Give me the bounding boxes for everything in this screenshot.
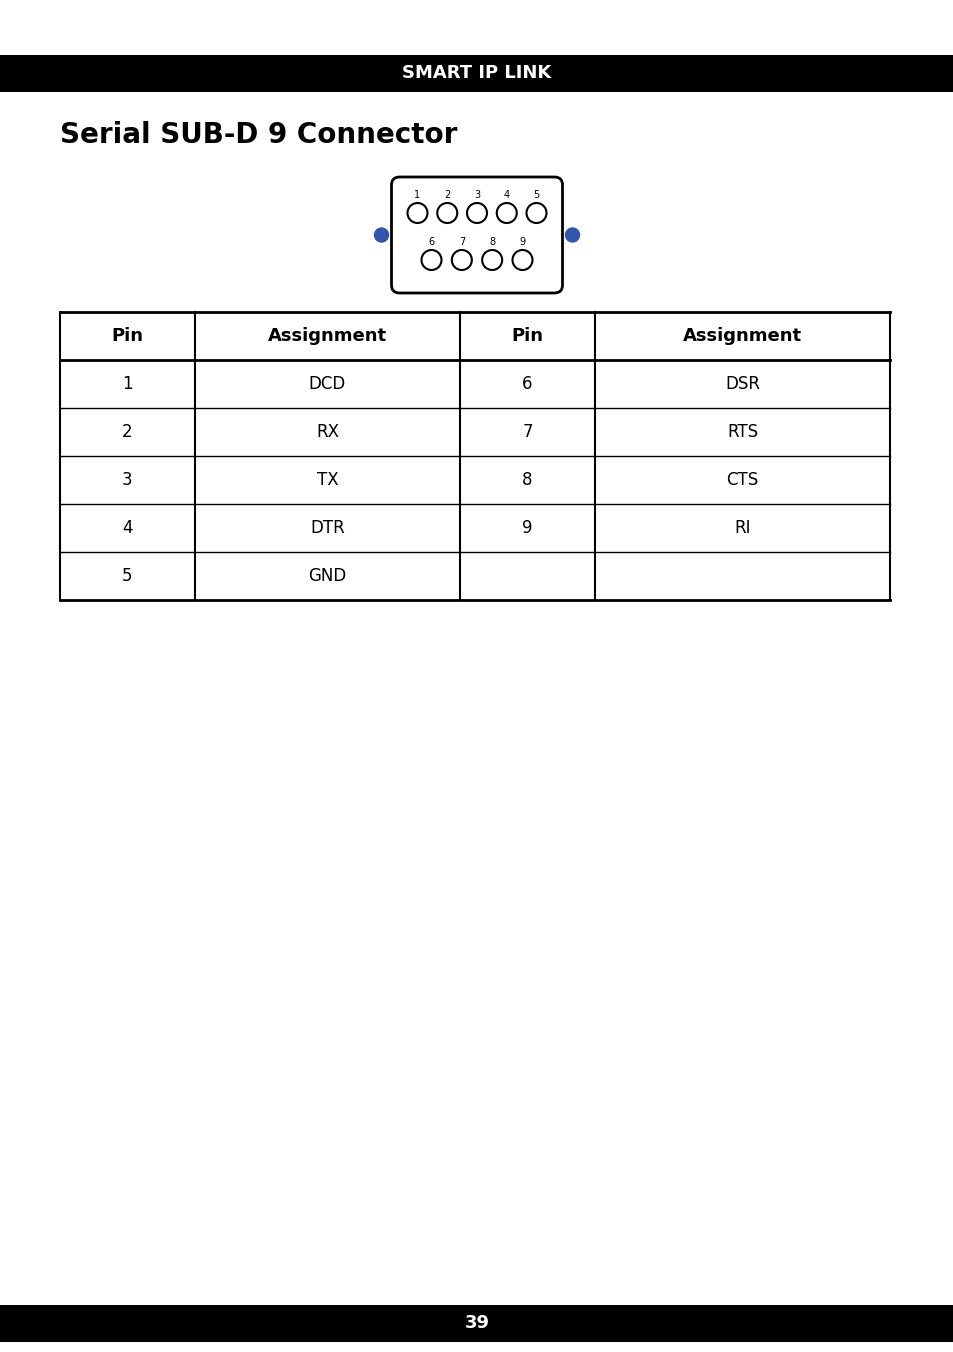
Text: 8: 8 <box>521 470 532 489</box>
Text: 6: 6 <box>521 375 532 393</box>
Circle shape <box>497 203 517 223</box>
Circle shape <box>407 203 427 223</box>
Circle shape <box>512 250 532 270</box>
Circle shape <box>565 228 578 242</box>
Text: DSR: DSR <box>724 375 760 393</box>
Text: 7: 7 <box>521 423 532 441</box>
Circle shape <box>436 203 456 223</box>
Circle shape <box>467 203 486 223</box>
Circle shape <box>452 250 472 270</box>
Text: GND: GND <box>308 566 346 585</box>
Text: 3: 3 <box>122 470 132 489</box>
Text: 9: 9 <box>518 237 525 247</box>
Circle shape <box>375 228 388 242</box>
Text: RX: RX <box>315 423 338 441</box>
Circle shape <box>421 250 441 270</box>
Text: 9: 9 <box>521 519 532 537</box>
Circle shape <box>526 203 546 223</box>
Text: CTS: CTS <box>725 470 758 489</box>
Text: DTR: DTR <box>310 519 345 537</box>
Text: 2: 2 <box>444 191 450 200</box>
Text: RI: RI <box>734 519 750 537</box>
Text: RTS: RTS <box>726 423 758 441</box>
FancyBboxPatch shape <box>391 177 562 293</box>
Text: 39: 39 <box>464 1314 489 1333</box>
Text: Assignment: Assignment <box>268 327 387 345</box>
Text: 6: 6 <box>428 237 435 247</box>
Text: SMART IP LINK: SMART IP LINK <box>402 65 551 82</box>
Text: Serial SUB-D 9 Connector: Serial SUB-D 9 Connector <box>60 120 456 149</box>
Text: 2: 2 <box>122 423 132 441</box>
Text: 4: 4 <box>122 519 132 537</box>
Text: 7: 7 <box>458 237 464 247</box>
Text: 4: 4 <box>503 191 509 200</box>
Text: Pin: Pin <box>112 327 143 345</box>
Text: 1: 1 <box>122 375 132 393</box>
Text: 5: 5 <box>533 191 539 200</box>
Text: 5: 5 <box>122 566 132 585</box>
Text: 3: 3 <box>474 191 479 200</box>
Text: Pin: Pin <box>511 327 543 345</box>
Circle shape <box>481 250 501 270</box>
Text: 8: 8 <box>489 237 495 247</box>
Text: Assignment: Assignment <box>682 327 801 345</box>
Text: TX: TX <box>316 470 338 489</box>
Text: 1: 1 <box>414 191 420 200</box>
Text: DCD: DCD <box>309 375 346 393</box>
